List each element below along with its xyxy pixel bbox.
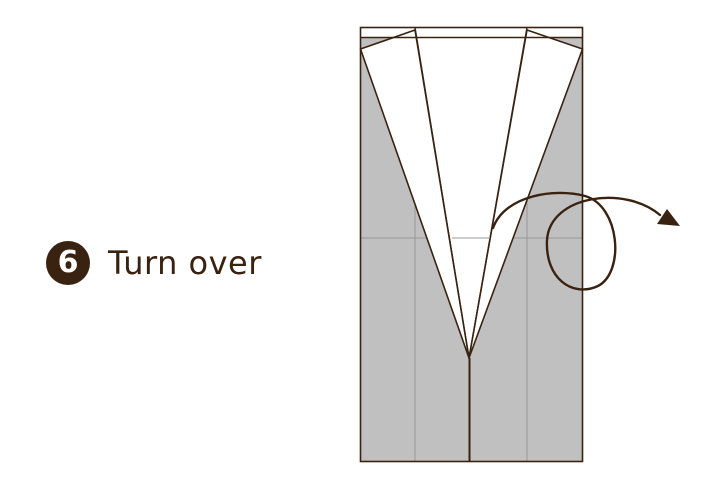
step-instruction: Turn over — [108, 244, 262, 282]
step-number-badge: 6 — [46, 241, 90, 285]
turn-over-arrow-icon — [491, 191, 680, 291]
step-label: 6 Turn over — [46, 241, 262, 285]
paper-outline — [359, 26, 584, 463]
center-white-panel — [415, 27, 527, 358]
left-inner-edge — [414, 27, 470, 359]
right-inner-edge — [468, 27, 528, 359]
